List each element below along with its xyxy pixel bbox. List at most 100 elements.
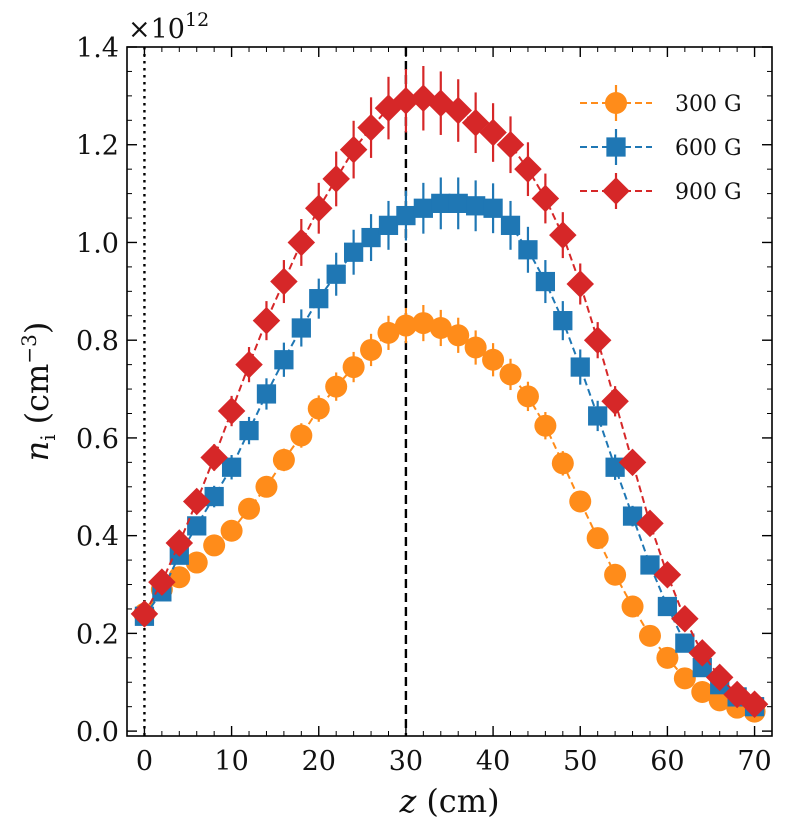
data-point	[636, 509, 664, 538]
data-point	[466, 196, 486, 216]
data-point	[640, 555, 660, 575]
data-point	[675, 633, 695, 653]
data-point	[657, 596, 678, 617]
data-point	[692, 657, 712, 678]
data-point	[221, 457, 242, 477]
y-axis-multiplier: ×1012	[128, 9, 209, 45]
data-point	[392, 87, 420, 115]
data-point	[396, 205, 416, 226]
legend-marker	[602, 177, 630, 205]
legend-marker	[606, 137, 626, 157]
data-point	[586, 527, 609, 550]
data-point	[360, 338, 383, 361]
legend-label: 300 G	[675, 92, 742, 117]
data-point	[618, 448, 647, 477]
data-point	[343, 242, 364, 262]
data-point	[448, 193, 468, 213]
data-point	[305, 194, 333, 223]
data-point	[518, 240, 538, 260]
legend-label: 600 G	[675, 136, 742, 161]
data-point	[252, 306, 281, 335]
data-point	[322, 165, 350, 193]
legend-entry: 300 G	[580, 85, 742, 121]
data-point	[307, 397, 330, 420]
y-tick-label: 1.4	[76, 33, 119, 64]
data-point	[566, 270, 594, 298]
data-point	[673, 667, 696, 690]
data-point	[165, 529, 194, 557]
data-point	[464, 336, 487, 359]
data-point	[148, 568, 176, 596]
x-tick-label: 10	[214, 746, 248, 777]
data-point	[377, 321, 400, 344]
data-point	[182, 487, 211, 516]
data-point	[270, 267, 298, 296]
y-tick-label: 1.2	[76, 131, 119, 162]
x-axis-title: z (cm)	[398, 782, 499, 820]
y-tick-label: 0.2	[76, 619, 119, 650]
data-point	[203, 534, 226, 557]
y-tick-label: 0.6	[76, 424, 119, 455]
data-point	[187, 516, 207, 536]
y-axis-title: ni(cm−3)	[17, 322, 60, 462]
legend-marker	[605, 92, 627, 114]
data-point	[534, 414, 557, 437]
y-tick-label: 1.0	[76, 228, 119, 259]
legend: 300 G 600 G 900 G	[580, 85, 742, 209]
legend-label: 900 G	[675, 180, 742, 205]
data-point	[570, 357, 590, 377]
data-point	[516, 385, 539, 408]
data-point	[274, 350, 294, 370]
data-point	[429, 316, 452, 339]
data-point	[378, 215, 399, 235]
data-point	[287, 228, 316, 257]
legend-entry: 900 G	[580, 173, 742, 209]
data-point	[217, 397, 246, 425]
data-series	[130, 66, 769, 723]
data-point	[479, 118, 507, 147]
data-point	[238, 497, 261, 520]
x-tick-label: 60	[650, 746, 684, 777]
data-point	[653, 560, 682, 589]
x-tick-label: 70	[737, 746, 771, 777]
x-tick-label: 0	[136, 746, 153, 777]
data-point	[339, 135, 368, 164]
y-tick-label: 0.4	[76, 522, 119, 553]
x-tick-label: 20	[302, 746, 336, 777]
data-point	[588, 406, 608, 426]
data-point	[413, 198, 433, 218]
data-point	[255, 475, 278, 498]
x-tick-label: 50	[563, 746, 597, 777]
data-point	[220, 519, 243, 542]
series-diamond	[130, 66, 769, 718]
data-point	[705, 663, 734, 692]
data-point	[256, 384, 277, 404]
data-point	[357, 113, 385, 142]
data-point	[499, 363, 522, 386]
data-point	[740, 690, 769, 718]
x-tick-label: 30	[389, 746, 423, 777]
data-point	[235, 350, 263, 379]
data-point	[130, 600, 159, 628]
y-tick-label: 0.8	[76, 326, 119, 357]
data-point	[394, 314, 417, 337]
data-point	[531, 184, 560, 213]
data-point	[691, 681, 714, 704]
data-point	[361, 227, 381, 248]
data-point	[553, 311, 573, 331]
y-tick-label: 0.0	[76, 717, 119, 748]
data-point	[601, 387, 629, 416]
data-point	[200, 443, 228, 472]
data-point	[447, 324, 470, 347]
data-point	[656, 646, 679, 669]
legend-entry: 600 G	[580, 129, 742, 165]
data-point	[309, 289, 329, 309]
data-point	[239, 420, 259, 441]
data-point	[551, 452, 574, 475]
x-tick-label: 40	[476, 746, 510, 777]
data-point	[583, 326, 612, 354]
data-point	[622, 506, 643, 526]
data-point	[514, 155, 542, 183]
